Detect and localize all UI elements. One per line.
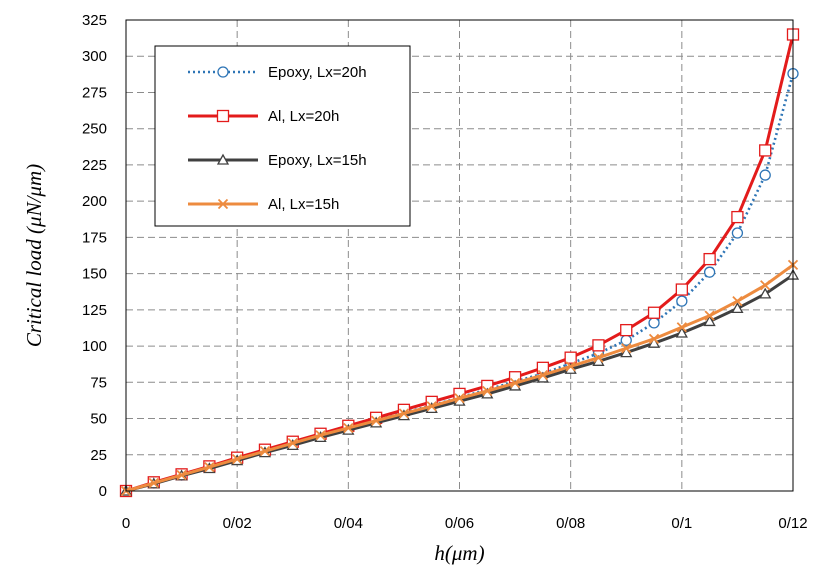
legend-label: Al, Lx=15h <box>268 196 339 213</box>
y-tick-label: 275 <box>82 84 107 101</box>
data-point <box>703 252 716 266</box>
x-tick-label: 0/06 <box>445 515 474 532</box>
data-point <box>620 346 633 358</box>
data-point <box>675 283 688 296</box>
x-axis-label: h(μm) <box>434 541 484 565</box>
legend-box <box>154 45 411 227</box>
legend-marker <box>217 66 229 78</box>
data-point <box>370 415 382 426</box>
data-point <box>315 430 326 441</box>
legend-item: Epoxy, Lx=15h <box>188 152 367 169</box>
data-point <box>620 323 633 337</box>
data-point <box>703 315 716 327</box>
data-point <box>232 453 243 465</box>
data-point <box>482 385 493 397</box>
data-point <box>259 446 271 457</box>
legend-item: Al, Lx=20h <box>188 108 339 125</box>
data-point <box>454 393 465 404</box>
y-tick-label: 50 <box>90 411 107 428</box>
data-point <box>704 310 715 321</box>
y-tick-labels: 0 25 50 75 100 125 150 175 200 225 250 275 300 325 <box>82 12 107 500</box>
y-tick-label: 150 <box>82 266 107 283</box>
data-point <box>565 361 576 372</box>
data-point <box>204 461 215 473</box>
y-tick-label: 250 <box>82 121 107 138</box>
series-4 <box>120 259 799 497</box>
y-tick-label: 75 <box>90 374 107 391</box>
y-tick-label: 325 <box>82 12 107 29</box>
data-point <box>731 210 744 224</box>
data-point <box>648 317 660 329</box>
data-point <box>287 438 298 449</box>
legend-item: Al, Lx=15h <box>188 196 339 213</box>
x-tick-label: 0/1 <box>671 515 692 532</box>
data-point <box>731 227 744 239</box>
data-point <box>676 295 688 307</box>
data-point <box>593 352 604 363</box>
legend-label: Epoxy, Lx=20h <box>268 64 367 81</box>
data-point <box>760 280 771 291</box>
data-point <box>759 287 772 299</box>
plot-border <box>125 19 794 492</box>
x-tick-label: 0/04 <box>334 515 363 532</box>
data-point <box>731 302 744 314</box>
data-point <box>759 144 772 157</box>
x-tick-label: 0/12 <box>778 515 807 532</box>
data-point <box>676 322 687 333</box>
data-point <box>648 333 660 344</box>
legend-label: Al, Lx=20h <box>268 108 339 125</box>
x-tick-labels: 0 0/02 0/04 0/06 0/08 0/1 0/12 <box>122 515 808 532</box>
y-tick-label: 200 <box>82 193 107 210</box>
x-tick-label: 0/08 <box>556 515 585 532</box>
data-point <box>703 266 716 278</box>
data-point <box>675 326 688 338</box>
data-point <box>647 336 661 348</box>
y-tick-label: 25 <box>90 447 107 464</box>
y-tick-label: 100 <box>82 338 107 355</box>
data-point <box>343 422 354 434</box>
y-tick-label: 225 <box>82 157 107 174</box>
data-point <box>426 401 437 412</box>
legend-label: Epoxy, Lx=15h <box>268 152 367 169</box>
data-point <box>732 296 743 307</box>
y-tick-label: 125 <box>82 302 107 319</box>
x-tick-label: 0 <box>122 515 130 532</box>
data-point <box>592 339 605 352</box>
legend-item: Epoxy, Lx=20h <box>188 64 367 81</box>
data-point <box>621 343 632 354</box>
y-tick-label: 0 <box>99 483 107 500</box>
data-point <box>759 169 771 181</box>
x-tick-label: 0/02 <box>223 515 252 532</box>
data-point <box>398 408 410 419</box>
legend: Epoxy, Lx=20h Al, Lx=20h Epoxy, Lx=15h Al, … <box>154 45 411 227</box>
legend-marker <box>216 153 230 165</box>
y-tick-label: 300 <box>82 48 107 65</box>
data-point <box>176 469 187 481</box>
data-point <box>647 306 661 319</box>
data-point <box>537 369 549 381</box>
y-axis-label: Critical load (μN/μm) <box>22 164 46 347</box>
data-point <box>509 377 521 389</box>
legend-marker <box>216 109 230 123</box>
data-point <box>148 477 159 489</box>
legend-marker <box>217 198 229 210</box>
y-tick-label: 175 <box>82 229 107 246</box>
